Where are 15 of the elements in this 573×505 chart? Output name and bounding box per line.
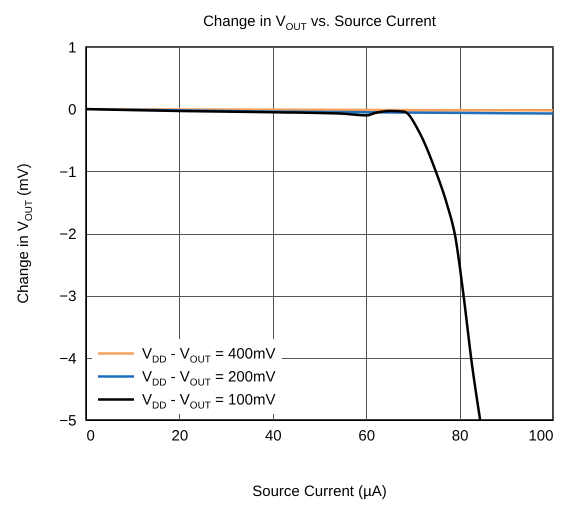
x-tick-label: 60 (358, 428, 376, 444)
x-tick-label: 80 (452, 428, 468, 444)
x-tick-label: 20 (172, 428, 188, 444)
x-axis-title: Source Current (µA) (252, 483, 387, 500)
x-tick-label: 0 (86, 428, 95, 444)
y-tick-label: −4 (59, 350, 76, 368)
y-axis-title: Change in VOUT (mV) (15, 163, 35, 304)
y-tick-label: 1 (68, 40, 76, 56)
y-tick-label: −5 (59, 412, 76, 430)
x-tick-label: 40 (264, 428, 282, 444)
x-tick-label: 100 (528, 428, 554, 444)
y-tick-label: −2 (59, 226, 76, 243)
y-tick-label: −3 (59, 288, 76, 306)
y-tick-label: −1 (59, 164, 76, 181)
y-tick-label: 0 (68, 102, 76, 119)
